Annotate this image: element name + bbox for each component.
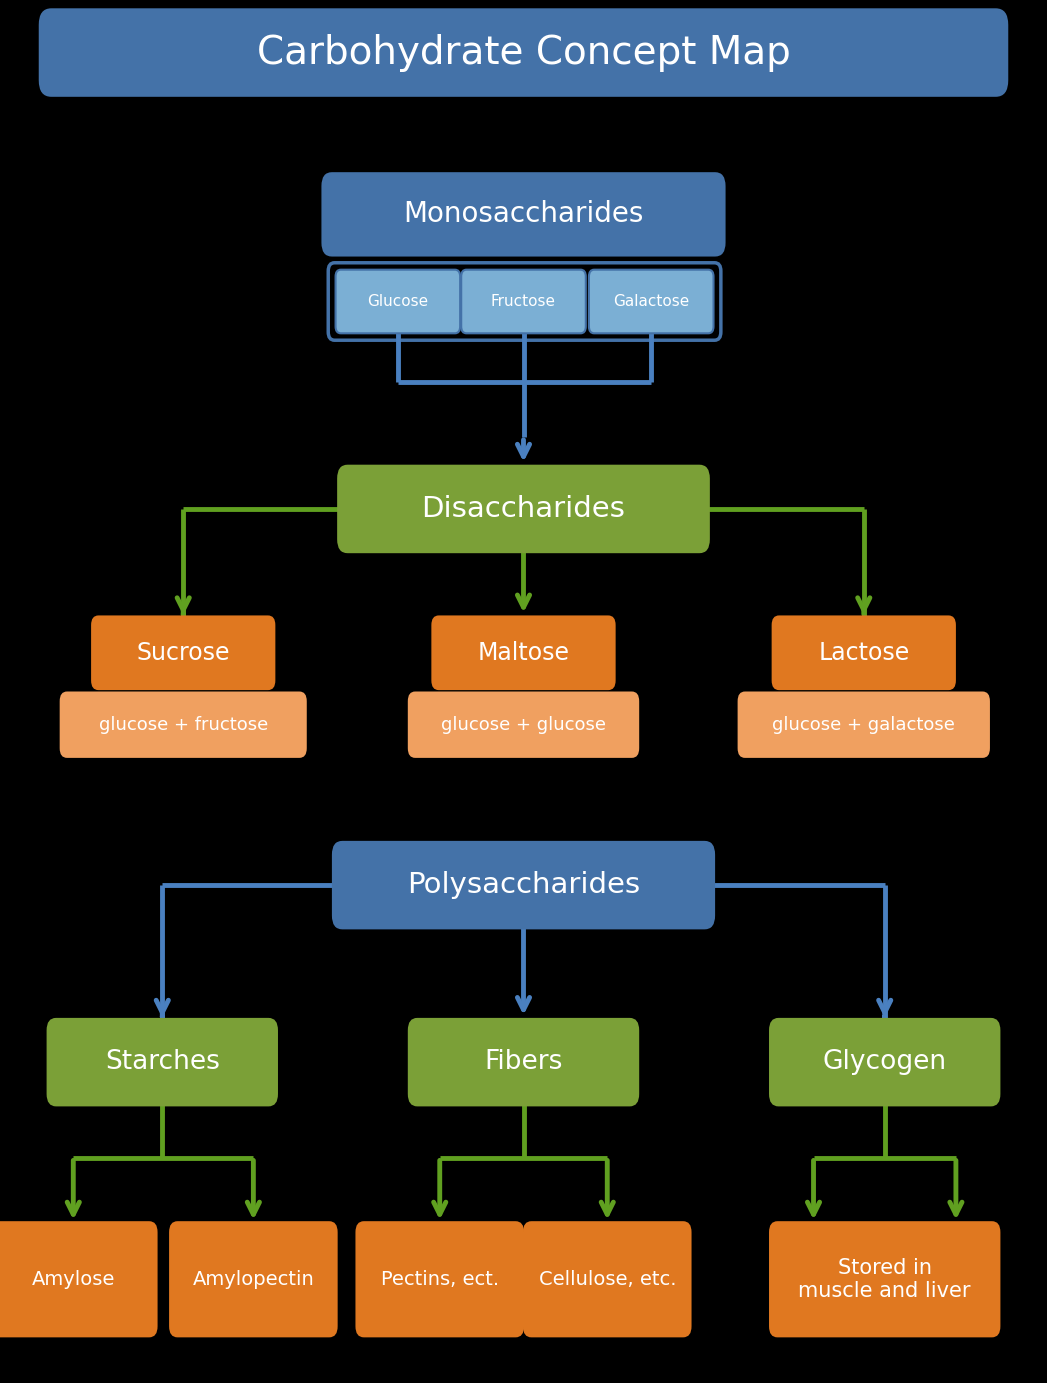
FancyBboxPatch shape [0,1221,157,1337]
Text: Fibers: Fibers [485,1050,562,1075]
FancyBboxPatch shape [408,1018,639,1106]
Text: Monosaccharides: Monosaccharides [403,201,644,228]
Text: Sucrose: Sucrose [136,640,230,665]
FancyBboxPatch shape [335,270,461,333]
FancyBboxPatch shape [431,615,616,690]
Text: Pectins, ect.: Pectins, ect. [381,1270,498,1289]
FancyBboxPatch shape [737,692,989,758]
Text: Galactose: Galactose [614,295,689,308]
Text: glucose + galactose: glucose + galactose [773,715,955,734]
Text: Amylose: Amylose [31,1270,115,1289]
Text: Fructose: Fructose [491,295,556,308]
FancyBboxPatch shape [588,270,714,333]
FancyBboxPatch shape [337,465,710,553]
FancyBboxPatch shape [461,270,586,333]
FancyBboxPatch shape [60,692,307,758]
Text: Disaccharides: Disaccharides [422,495,625,523]
FancyBboxPatch shape [321,173,726,257]
FancyBboxPatch shape [39,8,1008,97]
Text: Polysaccharides: Polysaccharides [407,871,640,899]
FancyBboxPatch shape [768,1018,1000,1106]
FancyBboxPatch shape [768,1221,1000,1337]
Text: Glucose: Glucose [367,295,428,308]
FancyBboxPatch shape [332,841,715,929]
FancyBboxPatch shape [355,1221,524,1337]
FancyBboxPatch shape [408,692,639,758]
FancyBboxPatch shape [46,1018,279,1106]
Text: Carbohydrate Concept Map: Carbohydrate Concept Map [257,33,790,72]
Text: Starches: Starches [105,1050,220,1075]
Text: Stored in
muscle and liver: Stored in muscle and liver [799,1257,971,1301]
FancyBboxPatch shape [169,1221,337,1337]
Text: glucose + fructose: glucose + fructose [98,715,268,734]
Text: Cellulose, etc.: Cellulose, etc. [538,1270,676,1289]
Text: glucose + glucose: glucose + glucose [441,715,606,734]
Text: Lactose: Lactose [818,640,910,665]
FancyBboxPatch shape [772,615,956,690]
FancyBboxPatch shape [91,615,275,690]
FancyBboxPatch shape [524,1221,691,1337]
Text: Glycogen: Glycogen [823,1050,946,1075]
Text: Amylopectin: Amylopectin [193,1270,314,1289]
Text: Maltose: Maltose [477,640,570,665]
